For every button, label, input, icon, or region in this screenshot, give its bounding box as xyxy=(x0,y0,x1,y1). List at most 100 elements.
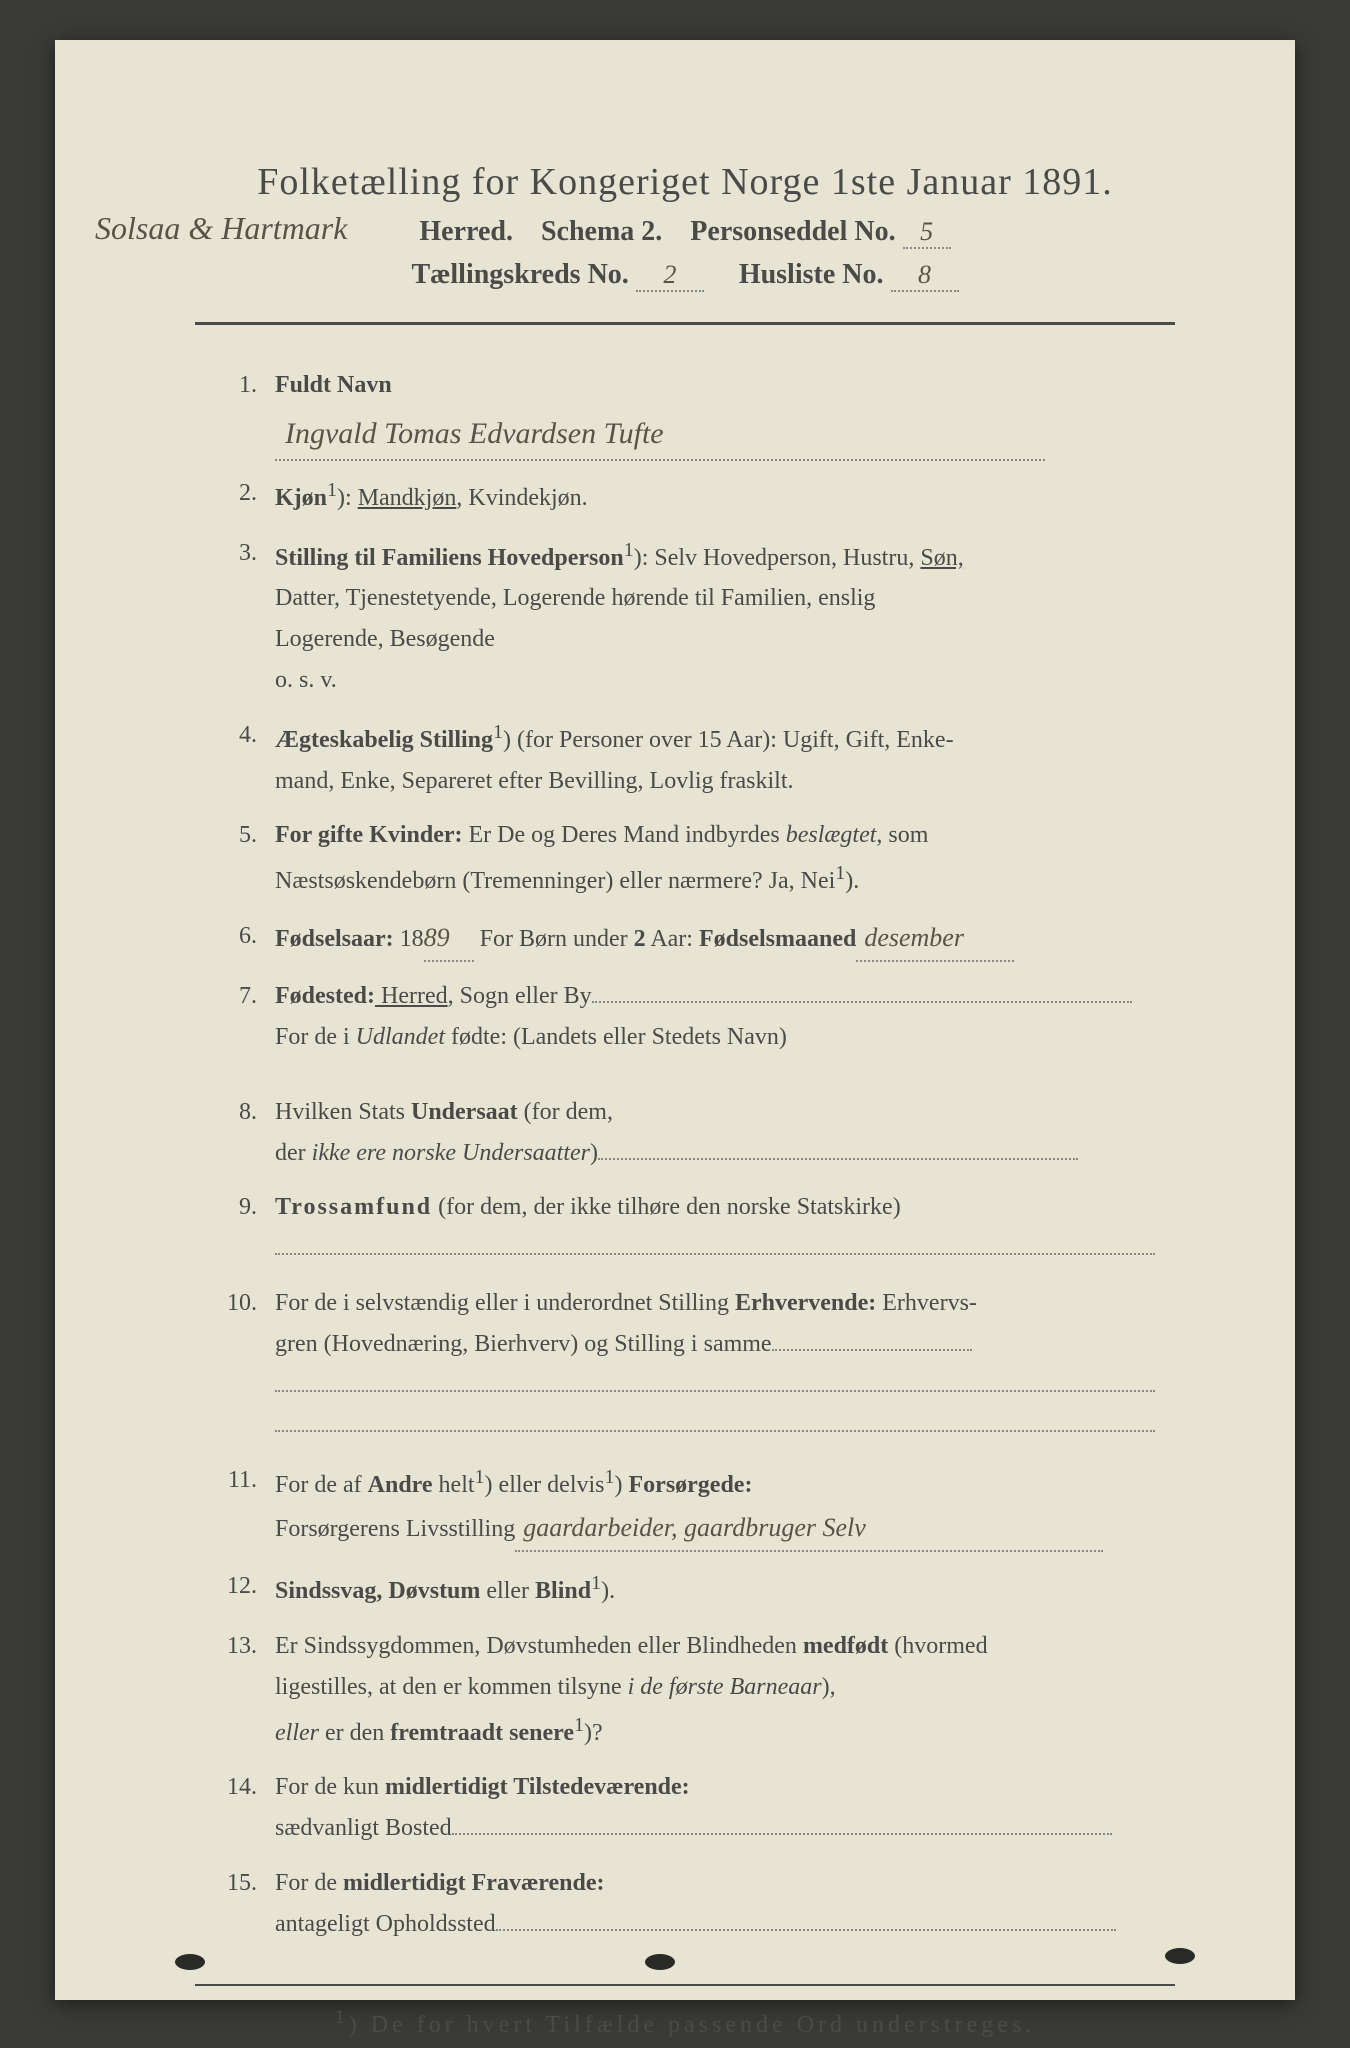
dotted xyxy=(496,1929,1116,1931)
sup2: 1 xyxy=(605,1466,615,1488)
sup2: 1 xyxy=(835,862,845,884)
text2: helt xyxy=(433,1472,475,1498)
item-num: 6. xyxy=(205,916,275,962)
item-14: 14. For de kun midlertidigt Tilstedevære… xyxy=(205,1767,1165,1849)
item-content: For gifte Kvinder: Er De og Deres Mand i… xyxy=(275,815,1165,902)
text2: Erhvervs- xyxy=(876,1290,977,1316)
bold: medfødt xyxy=(803,1633,888,1659)
text1: For de i selvstændig eller i underordnet… xyxy=(275,1290,735,1316)
item-num: 9. xyxy=(205,1187,275,1269)
dotted3 xyxy=(275,1430,1155,1432)
end: ). xyxy=(601,1578,615,1604)
item-10: 10. For de i selvstændig eller i underor… xyxy=(205,1283,1165,1446)
bold: midlertidigt Fraværende: xyxy=(343,1870,605,1896)
rest: Er De og Deres Mand indbyrdes xyxy=(463,822,786,848)
item-4: 4. Ægteskabelig Stilling1) (for Personer… xyxy=(205,715,1165,802)
tear-mark xyxy=(175,1954,205,1970)
colon: ): xyxy=(337,485,358,511)
rest2: Aar: xyxy=(646,926,699,952)
line2: antageligt Opholdssted xyxy=(275,1911,496,1937)
label2: Fødselsmaaned xyxy=(699,926,856,952)
taellingskreds-no: 2 xyxy=(636,260,704,292)
text: Er Sindssygdommen, Døvstumheden eller Bl… xyxy=(275,1633,803,1659)
line2a: ligestilles, at den er kommen tilsyne xyxy=(275,1674,628,1700)
footer-divider xyxy=(195,1984,1175,1986)
rest: (for dem, der ikke tilhøre den norske St… xyxy=(432,1194,901,1220)
label: Kjøn xyxy=(275,485,327,511)
text1: For de af xyxy=(275,1472,368,1498)
opt-mandkjon: Mandkjøn xyxy=(358,485,457,511)
footnote: 1) De for hvert Tilfælde passende Ord un… xyxy=(155,2006,1215,2039)
line2a: For de i xyxy=(275,1024,356,1050)
item-content: Hvilken Stats Undersaat (for dem, der ik… xyxy=(275,1092,1165,1174)
item-num: 13. xyxy=(205,1626,275,1753)
personseddel-label: Personseddel No. xyxy=(690,216,895,247)
sup: 1 xyxy=(493,721,503,743)
label: Fuldt Navn xyxy=(275,372,392,398)
rest2: , som xyxy=(876,822,928,848)
dotted1 xyxy=(772,1349,972,1351)
rest: For Børn under xyxy=(474,926,634,952)
line2b: fødte: (Landets eller Stedets Navn) xyxy=(445,1024,787,1050)
label: Fødested: xyxy=(275,983,375,1009)
item-num: 4. xyxy=(205,715,275,802)
item-15: 15. For de midlertidigt Fraværende: anta… xyxy=(205,1863,1165,1945)
text: For de kun xyxy=(275,1774,385,1800)
bold1: Andre xyxy=(368,1472,433,1498)
item-content: For de kun midlertidigt Tilstedeværende:… xyxy=(275,1767,1165,1849)
item-content: Trossamfund (for dem, der ikke tilhøre d… xyxy=(275,1187,1165,1269)
item-2: 2. Kjøn1): Mandkjøn, Kvindekjøn. xyxy=(205,473,1165,519)
personseddel-no: 5 xyxy=(903,217,951,249)
year-prefix: 18 xyxy=(394,926,424,952)
line2: sædvanligt Bosted xyxy=(275,1815,452,1841)
item-content: Fødselsaar: 1889 For Børn under 2 Aar: F… xyxy=(275,916,1165,962)
text4: ) xyxy=(615,1472,629,1498)
label: Trossamfund xyxy=(275,1194,432,1220)
text: ) De for hvert Tilfælde passende Ord und… xyxy=(349,2012,1036,2038)
item-num: 12. xyxy=(205,1566,275,1612)
label: Sindssvag, Døvstum xyxy=(275,1578,480,1604)
district-handwritten: Solsaa & Hartmark xyxy=(95,210,347,247)
item-content: Stilling til Familiens Hovedperson1): Se… xyxy=(275,533,1165,701)
item-content: Fuldt Navn Ingvald Tomas Edvardsen Tufte xyxy=(275,365,1165,459)
line2: Forsørgerens Livsstilling xyxy=(275,1516,515,1542)
sup: 1 xyxy=(327,479,337,501)
item-num: 14. xyxy=(205,1767,275,1849)
item-num: 8. xyxy=(205,1092,275,1174)
text1: Hvilken Stats xyxy=(275,1099,411,1125)
opts: Selv Hovedperson, Hustru, xyxy=(654,545,920,571)
header-line-2: Solsaa & Hartmark Herred. Schema 2. Pers… xyxy=(155,216,1215,249)
rest: , Sogn eller By xyxy=(448,983,592,1009)
line2: Datter, Tjenestetyende, Logerende hørend… xyxy=(275,585,875,611)
herred-label: Herred. xyxy=(419,216,513,247)
document-page: Folketælling for Kongeriget Norge 1ste J… xyxy=(55,40,1295,2000)
line2b: ) xyxy=(590,1140,598,1166)
dotted xyxy=(598,1158,1078,1160)
line2: mand, Enke, Separeret efter Bevilling, L… xyxy=(275,768,794,794)
item-num: 15. xyxy=(205,1863,275,1945)
item-content: Fødested: Herred, Sogn eller By For de i… xyxy=(275,976,1165,1058)
label: Undersaat xyxy=(411,1099,518,1125)
sup1: 1 xyxy=(475,1466,485,1488)
label: Ægteskabelig Stilling xyxy=(275,727,493,753)
item-num: 2. xyxy=(205,473,275,519)
italic: ikke ere norske Undersaatter xyxy=(312,1140,590,1166)
bold3: fremtraadt senere xyxy=(390,1720,574,1746)
page-title: Folketælling for Kongeriget Norge 1ste J… xyxy=(155,160,1215,204)
dotted xyxy=(592,1001,1132,1003)
two: 2 xyxy=(634,926,646,952)
text: For de xyxy=(275,1870,343,1896)
line3a: eller xyxy=(275,1720,319,1746)
dotted xyxy=(452,1833,1112,1835)
sup: 1 xyxy=(335,2006,349,2028)
opt-herred: Herred xyxy=(375,983,448,1009)
form-body: 1. Fuldt Navn Ingvald Tomas Edvardsen Tu… xyxy=(155,365,1215,1944)
husliste-label: Husliste No. xyxy=(739,259,884,290)
bold2: Forsørgede: xyxy=(629,1472,753,1498)
item-12: 12. Sindssvag, Døvstum eller Blind1). xyxy=(205,1566,1165,1612)
text2: (hvormed xyxy=(888,1633,987,1659)
item-6: 6. Fødselsaar: 1889 For Børn under 2 Aar… xyxy=(205,916,1165,962)
item-13: 13. Er Sindssygdommen, Døvstumheden elle… xyxy=(205,1626,1165,1753)
husliste-no: 8 xyxy=(891,260,959,292)
item-content: Kjøn1): Mandkjøn, Kvindekjøn. xyxy=(275,473,1165,519)
